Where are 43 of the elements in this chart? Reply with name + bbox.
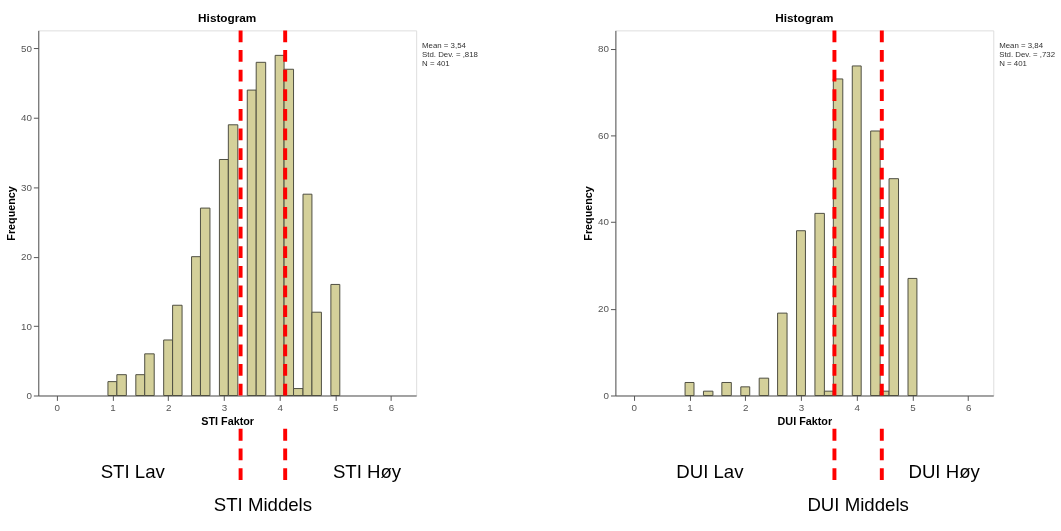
x-tick-label: 5 — [910, 401, 917, 413]
y-tick-label: 80 — [598, 43, 610, 55]
x-tick-label: 3 — [798, 401, 805, 413]
y-tick-label: 0 — [26, 389, 33, 401]
y-tick-label: 20 — [20, 251, 33, 263]
y-axis-title: Frequency — [5, 186, 18, 241]
x-tick-label: 3 — [221, 401, 228, 413]
text: DUI Høy — [908, 460, 981, 482]
text: Mean = 3,54 — [422, 41, 467, 51]
y-tick-label: 30 — [20, 181, 33, 193]
x-tick-label: 6 — [388, 401, 395, 413]
x-tick-label: 4 — [854, 401, 861, 413]
text: Std. Dev. = ,818 — [422, 49, 479, 59]
text: N = 401 — [999, 58, 1027, 68]
text: DUI Middels — [807, 494, 909, 516]
x-tick-label: 1 — [687, 401, 693, 413]
x-tick-label: 0 — [54, 401, 61, 413]
y-tick-label: 20 — [598, 303, 610, 315]
y-axis-title: Frequency — [582, 186, 595, 241]
text: Mean = 3,84 — [999, 41, 1044, 51]
x-tick-label: 2 — [165, 401, 172, 413]
x-tick-label: 2 — [743, 401, 749, 413]
y-tick-label: 50 — [20, 42, 33, 54]
x-tick-label: 1 — [110, 401, 116, 413]
chart-title: Histogram — [198, 10, 257, 24]
x-tick-label: 0 — [631, 401, 638, 413]
y-tick-label: 60 — [598, 129, 610, 141]
x-tick-label: 6 — [965, 401, 972, 413]
text: N = 401 — [422, 58, 450, 68]
y-tick-label: 0 — [603, 389, 610, 401]
y-tick-label: 40 — [20, 112, 33, 124]
x-axis-title: DUI Faktor — [777, 415, 833, 428]
x-axis-title: STI Faktor — [201, 415, 255, 428]
x-tick-label: 4 — [277, 401, 284, 413]
x-tick-label: 5 — [333, 401, 340, 413]
chart-title: Histogram — [775, 10, 834, 24]
text: STI Lav — [100, 460, 166, 482]
text: STI Middels — [213, 494, 313, 516]
y-tick-label: 10 — [20, 320, 33, 332]
y-tick-label: 40 — [598, 216, 610, 228]
text: DUI Lav — [676, 460, 745, 482]
text: Std. Dev. = ,732 — [999, 49, 1056, 59]
text: STI Høy — [332, 460, 402, 482]
